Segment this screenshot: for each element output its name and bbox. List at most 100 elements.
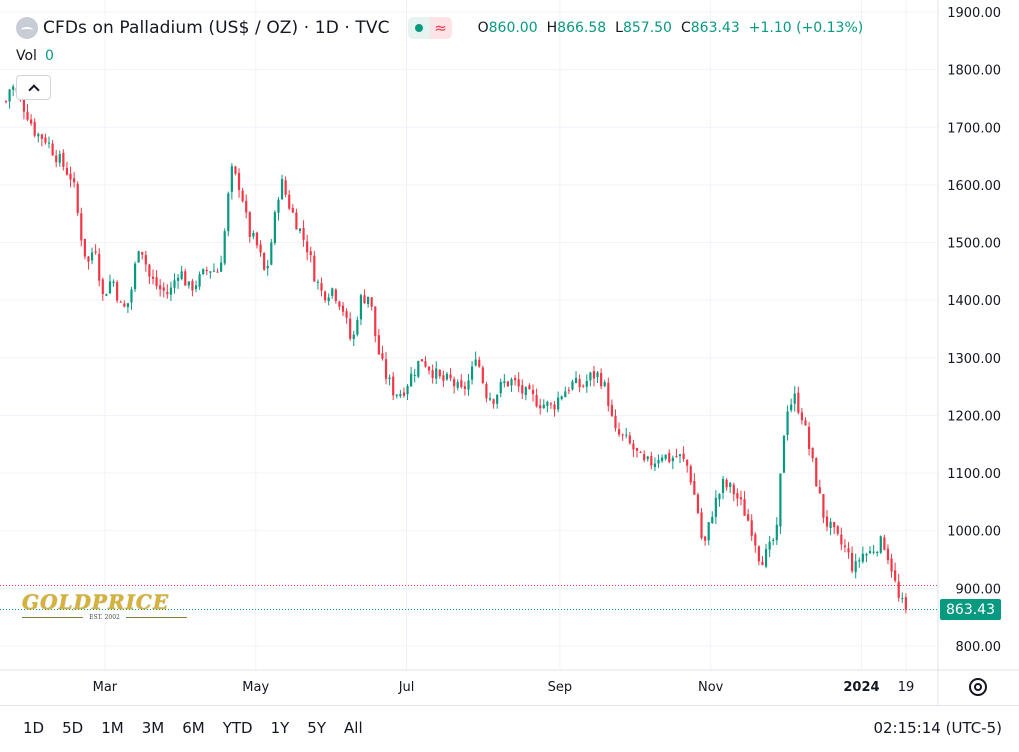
candle <box>4 100 8 104</box>
candle <box>395 393 398 399</box>
candle <box>786 405 789 441</box>
candle <box>675 448 678 458</box>
timezone-clock[interactable]: 02:15:14 (UTC-5) <box>873 719 1002 737</box>
candle <box>800 408 804 425</box>
candle <box>263 252 266 271</box>
candle <box>750 514 753 541</box>
data-delay-icon[interactable]: ≈ <box>429 17 452 39</box>
candle <box>711 511 714 524</box>
candle <box>234 165 237 176</box>
candle <box>747 508 750 522</box>
candle <box>571 379 574 391</box>
candle <box>349 312 352 341</box>
candle <box>40 133 43 147</box>
candle <box>123 300 126 308</box>
candle <box>825 510 829 532</box>
candle <box>492 398 495 409</box>
candle <box>406 383 409 401</box>
bottom-toolbar: 1D 5D 1M 3M 6M YTD 1Y 5Y All 02:15:14 (UTC-5) <box>0 705 1019 752</box>
market-open-icon[interactable] <box>407 17 430 39</box>
range-button-3m[interactable]: 3M <box>141 719 165 737</box>
candle <box>313 250 316 282</box>
x-tick-label: Mar <box>93 680 118 695</box>
candle <box>506 380 510 388</box>
candle <box>180 265 183 281</box>
candle <box>474 351 477 367</box>
candle <box>815 457 818 487</box>
logo-word: GOLDPRICE <box>22 590 170 614</box>
candle <box>721 475 725 500</box>
candle <box>284 176 287 198</box>
candle <box>582 384 585 388</box>
candle <box>381 345 384 361</box>
candle <box>270 238 273 266</box>
logo-rule <box>22 617 84 618</box>
volume-label: Vol <box>16 48 37 64</box>
candle <box>811 447 814 463</box>
candle <box>657 454 660 468</box>
candle <box>306 234 309 261</box>
candle <box>499 378 502 398</box>
symbol-logo-icon[interactable] <box>16 17 38 39</box>
candle <box>302 220 305 247</box>
candle <box>761 556 764 566</box>
y-tick-label: 1400.00 <box>947 294 1001 309</box>
collapse-legend-button[interactable] <box>16 75 51 100</box>
range-button-6m[interactable]: 6M <box>182 719 205 737</box>
market-status[interactable]: ≈ <box>407 17 452 39</box>
volume-legend[interactable]: Vol 0 <box>16 48 54 64</box>
candle <box>686 459 689 473</box>
candle <box>47 136 51 149</box>
candle <box>600 368 603 390</box>
candle <box>707 521 710 546</box>
candle <box>897 573 900 602</box>
candle <box>417 360 420 379</box>
candle <box>564 386 567 398</box>
candle <box>772 537 775 546</box>
range-button-5d[interactable]: 5D <box>62 719 84 737</box>
candle <box>739 490 743 506</box>
logo-est: EST. 2002 <box>89 614 120 621</box>
candle <box>797 386 800 415</box>
candle <box>539 398 542 415</box>
range-button-all[interactable]: All <box>344 719 363 737</box>
candle <box>467 373 470 396</box>
symbol-title[interactable]: CFDs on Palladium (US$ / OZ) · 1D · TVC <box>43 18 390 38</box>
range-button-1d[interactable]: 1D <box>23 719 45 737</box>
candle <box>764 543 768 569</box>
candle <box>438 369 441 379</box>
candle <box>650 451 653 470</box>
candle <box>470 360 474 385</box>
candle <box>212 263 216 273</box>
range-button-1m[interactable]: 1M <box>101 719 124 737</box>
candle <box>29 114 33 126</box>
candle <box>743 491 746 516</box>
candle <box>804 417 807 426</box>
y-tick-label: 1100.00 <box>947 467 1001 482</box>
candle <box>463 381 467 396</box>
candle <box>55 150 58 168</box>
candle <box>779 473 782 534</box>
candle <box>216 268 219 273</box>
range-button-1y[interactable]: 1Y <box>270 719 290 737</box>
settings-icon[interactable] <box>969 678 987 696</box>
candle <box>98 248 101 287</box>
candle <box>384 351 388 385</box>
range-button-5y[interactable]: 5Y <box>307 719 327 737</box>
candle <box>184 268 187 286</box>
candle <box>847 542 850 559</box>
candle <box>653 457 657 471</box>
candle <box>410 366 413 388</box>
volume-value: 0 <box>44 48 54 64</box>
candle <box>227 191 230 237</box>
candlestick-chart[interactable]: 800.00 900.00 1000.00 1100.00 1200.00 1300.00… <box>0 0 1019 705</box>
candle <box>725 478 728 491</box>
candle <box>252 230 255 240</box>
range-button-ytd[interactable]: YTD <box>222 719 253 737</box>
candle <box>858 557 861 568</box>
candle <box>632 439 635 458</box>
candle <box>259 240 262 257</box>
candle <box>567 386 570 395</box>
candle <box>241 187 244 203</box>
candle <box>646 455 649 462</box>
